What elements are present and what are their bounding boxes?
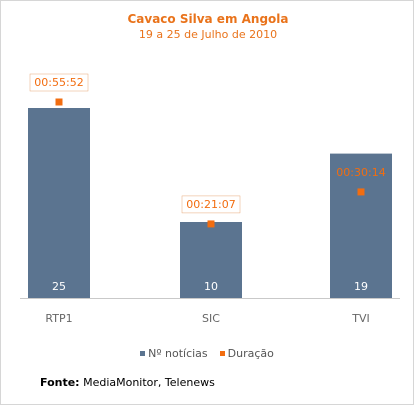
bar-sic bbox=[180, 222, 242, 298]
duration-label-box-rtp1 bbox=[29, 73, 89, 92]
duration-label-sic: 00:21:07 bbox=[186, 198, 235, 211]
duration-marker-sic bbox=[207, 220, 215, 228]
duration-label-tvi: 00:30:14 bbox=[336, 166, 385, 179]
chart-legend: Nº notícias Duração bbox=[0, 347, 414, 360]
legend-swatch-duracao bbox=[219, 351, 225, 356]
duration-marker-tvi bbox=[357, 188, 365, 196]
legend-label-noticias: Nº notícias bbox=[148, 347, 208, 360]
chart-subtitle: 19 a 25 de Julho de 2010 bbox=[138, 28, 278, 41]
source-text: MediaMonitor, Telenews bbox=[83, 376, 215, 389]
category-label-sic: SIC bbox=[202, 312, 220, 325]
duration-marker-rtp1 bbox=[55, 98, 63, 106]
bar-value-label-rtp1: 25 bbox=[52, 280, 66, 293]
legend-label-duracao: Duração bbox=[227, 347, 274, 360]
chart-title: Cavaco Silva em Angola bbox=[127, 12, 289, 26]
source-label: Fonte: bbox=[40, 376, 80, 389]
legend-item-noticias: Nº notícias bbox=[140, 347, 208, 360]
legend-swatch-noticias bbox=[140, 351, 146, 356]
category-label-tvi: TVI bbox=[351, 312, 370, 325]
category-label-rtp1: RTP1 bbox=[45, 312, 72, 325]
bar-value-label-sic: 10 bbox=[204, 280, 218, 293]
source-note: Fonte: MediaMonitor, Telenews bbox=[40, 376, 215, 389]
duration-label-rtp1: 00:55:52 bbox=[34, 76, 83, 89]
legend-item-duracao: Duração bbox=[219, 347, 274, 360]
duration-label-box-sic bbox=[181, 195, 241, 214]
bar-rtp1 bbox=[28, 108, 90, 298]
bar-tvi bbox=[330, 153, 392, 298]
bar-value-label-tvi: 19 bbox=[354, 280, 368, 293]
